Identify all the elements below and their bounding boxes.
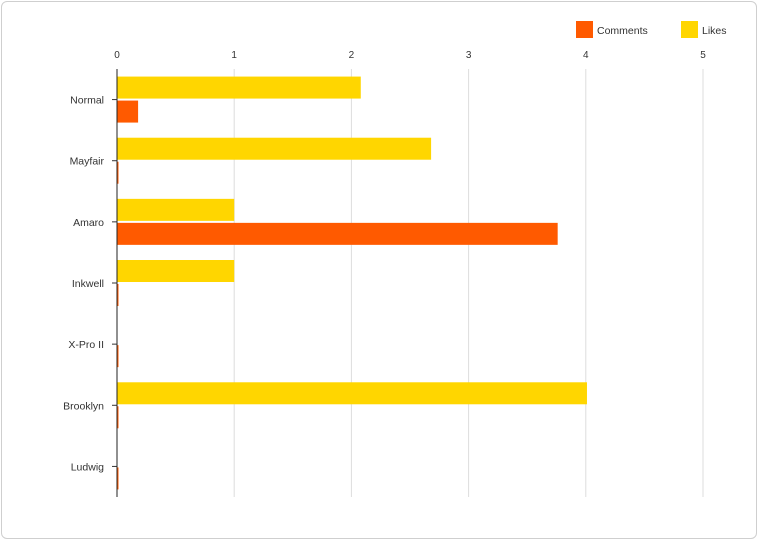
category-label: X-Pro II	[68, 339, 104, 351]
bar-likes	[117, 76, 361, 99]
x-tick-label: 1	[231, 50, 237, 61]
category-label: Normal	[70, 95, 104, 107]
bar-comments	[117, 467, 119, 490]
bar-likes	[117, 198, 235, 221]
category-label: Inkwell	[72, 278, 104, 290]
x-tick-label: 2	[349, 50, 355, 61]
bar-comments	[117, 406, 119, 429]
category-label: Amaro	[73, 217, 104, 229]
bar-comments	[117, 345, 119, 368]
bar-comments	[117, 100, 139, 123]
bar-likes	[117, 137, 432, 160]
category-label: Ludwig	[71, 461, 104, 473]
x-tick-label: 3	[466, 50, 472, 61]
x-tick-label: 4	[583, 50, 589, 61]
x-tick-label: 0	[114, 50, 120, 61]
bar-likes	[117, 382, 587, 405]
bar-comments	[117, 161, 119, 184]
bar-comments	[117, 284, 119, 306]
category-label: Mayfair	[70, 156, 105, 168]
legend-swatch-likes	[681, 21, 698, 38]
x-tick-label: 5	[700, 50, 706, 61]
legend-label-comments: Comments	[597, 25, 648, 37]
bar-comments	[117, 222, 558, 245]
bar-likes	[117, 260, 235, 282]
legend-swatch-comments	[576, 21, 593, 38]
category-label: Brooklyn	[63, 400, 104, 412]
legend-label-likes: Likes	[702, 25, 727, 37]
